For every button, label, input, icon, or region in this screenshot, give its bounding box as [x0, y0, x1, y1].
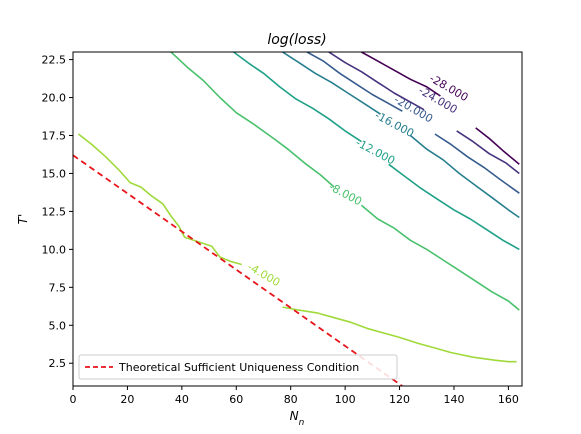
contour-segment: [456, 130, 520, 175]
y-axis-label: T': [16, 214, 30, 225]
y-tick-label: 5.0: [49, 319, 67, 332]
legend-label-condition: Theoretical Sufficient Uniqueness Condit…: [118, 361, 359, 374]
contour-segment: [77, 133, 242, 266]
y-tick-label: 2.5: [49, 357, 67, 370]
x-tick-label: 140: [443, 393, 464, 406]
x-tick-label: 0: [70, 393, 77, 406]
contour-segment: [233, 52, 362, 143]
plot-area: -4.000-8.000-12.000-16.000-20.000-24.000…: [73, 52, 520, 386]
y-tick-label: 20.0: [42, 92, 67, 105]
x-tick-label: 120: [389, 393, 410, 406]
contour-line: -20.000: [306, 52, 520, 194]
contour-segment: [306, 52, 403, 112]
contour-segment: [170, 52, 335, 188]
contour-level-label: -4.000: [245, 260, 282, 289]
contour-segment: [282, 52, 381, 115]
x-tick-label: 100: [335, 393, 356, 406]
x-tick-label: 80: [284, 393, 298, 406]
y-tick-label: 22.5: [42, 54, 67, 67]
legend: Theoretical Sufficient Uniqueness Condit…: [78, 354, 398, 380]
legend-box: [78, 354, 398, 380]
y-tick-label: 17.5: [42, 130, 67, 143]
y-tick-label: 12.5: [42, 205, 67, 218]
y-tick-label: 7.5: [49, 281, 67, 294]
contour-segment: [360, 204, 520, 311]
plot-frame: [72, 51, 523, 387]
contour-segment: [361, 52, 441, 97]
contour-segment: [282, 306, 517, 363]
contour-segment: [328, 52, 425, 111]
chart-title: log(loss): [267, 32, 326, 48]
uniqueness-condition-line: [73, 154, 403, 386]
x-tick-label: 60: [229, 393, 243, 406]
contour-level-label: -12.000: [353, 136, 397, 167]
contour-segment: [409, 134, 520, 219]
x-tick-label: 40: [175, 393, 189, 406]
y-tick-label: 10.0: [42, 243, 67, 256]
contour-segment: [475, 127, 520, 165]
y-tick-label: 15.0: [42, 167, 67, 180]
y-axis: 2.5 5.0 7.5 10.0 12.5 15.0 17.5 20.0 22.5: [42, 54, 73, 370]
x-tick-label: 160: [498, 393, 519, 406]
x-axis-label: Nn: [290, 409, 305, 428]
x-tick-label: 20: [120, 393, 134, 406]
contour-segment: [388, 163, 520, 251]
contour-line: -4.000: [77, 133, 282, 289]
contour-segment: [434, 133, 520, 194]
contour-line: [282, 306, 517, 363]
contour-level-label: -8.000: [327, 180, 364, 208]
x-axis: 0 20 40 60 80 100 120 140 160: [70, 386, 519, 406]
